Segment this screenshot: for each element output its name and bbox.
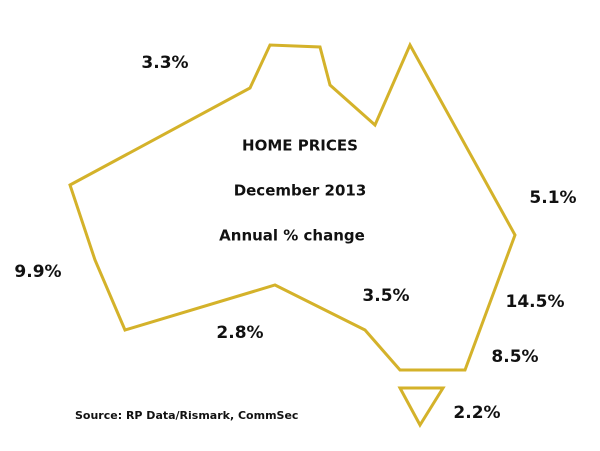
region-label: 2.8% [216, 323, 263, 343]
region-label: 3.3% [141, 53, 188, 73]
caption: Annual % change [219, 227, 365, 245]
region-label: 3.5% [362, 286, 409, 306]
region-label: 2.2% [453, 403, 500, 423]
title: HOME PRICES [242, 137, 358, 155]
region-label: 9.9% [14, 262, 61, 282]
tasmania-outline [397, 386, 446, 428]
source: Source: RP Data/Rismark, CommSec [75, 409, 298, 422]
subtitle: December 2013 [234, 182, 367, 200]
australia-outline [68, 41, 517, 372]
region-label: 8.5% [491, 347, 538, 367]
region-label: 14.5% [506, 292, 565, 312]
region-label: 5.1% [529, 188, 576, 208]
